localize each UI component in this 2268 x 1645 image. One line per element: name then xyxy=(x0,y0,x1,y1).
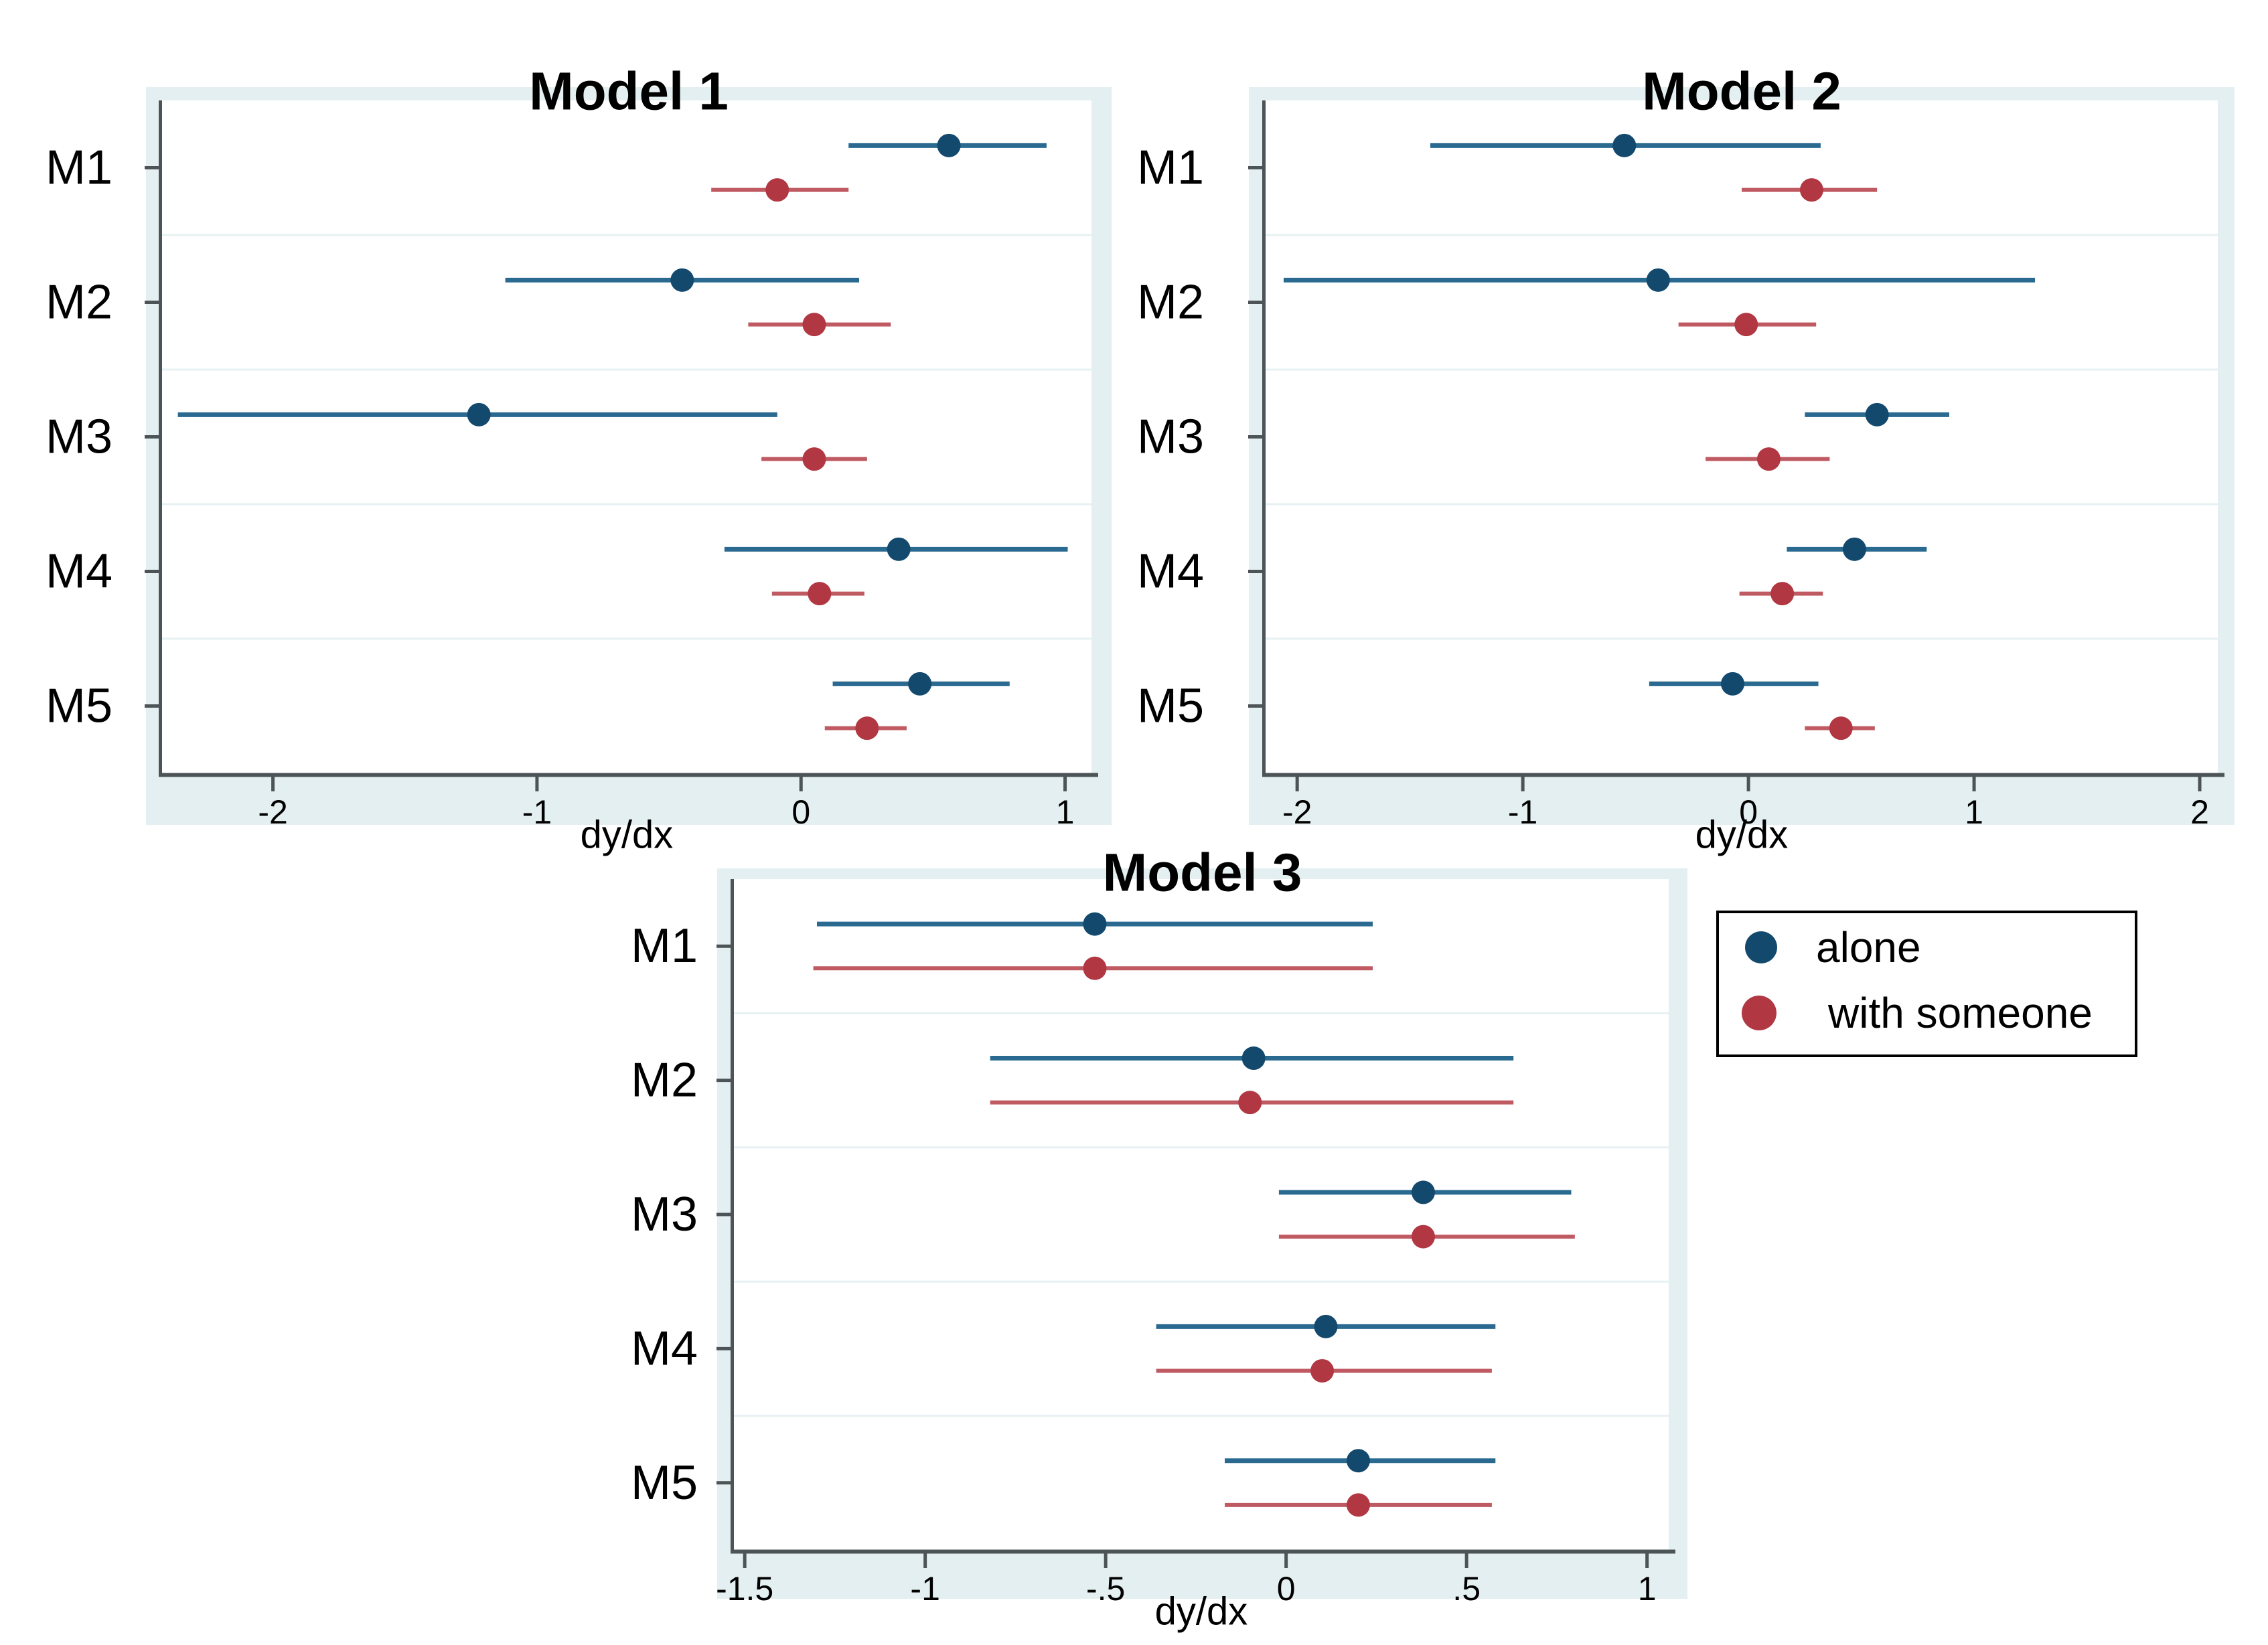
point-marker-alone xyxy=(1865,402,1889,426)
category-label: M4 xyxy=(46,545,112,599)
plot-area xyxy=(734,879,1669,1550)
panel-title: Model 3 xyxy=(1103,843,1302,903)
point-marker-alone xyxy=(887,537,911,561)
x-tick-label: -1 xyxy=(1508,793,1537,831)
point-marker-with-someone xyxy=(1799,178,1823,202)
legend: alone with someone xyxy=(1716,911,2137,1057)
x-axis-title: dy/dx xyxy=(1155,1590,1248,1634)
point-marker-alone xyxy=(1612,133,1637,157)
category-label: M1 xyxy=(1137,141,1204,195)
point-marker-with-someone xyxy=(1829,716,1853,740)
point-marker-with-someone xyxy=(1411,1225,1435,1249)
point-marker-with-someone xyxy=(1310,1358,1335,1383)
category-label: M5 xyxy=(631,1456,698,1510)
point-marker-with-someone xyxy=(765,178,789,202)
legend-marker-with-someone-icon xyxy=(1742,996,1776,1030)
x-tick-label: -.5 xyxy=(1086,1570,1125,1608)
point-marker-alone xyxy=(1842,537,1866,561)
category-label: M3 xyxy=(1137,410,1204,464)
point-marker-with-someone xyxy=(855,716,879,740)
point-marker-with-someone xyxy=(1238,1091,1262,1115)
point-marker-alone xyxy=(1314,1314,1338,1338)
plot-area xyxy=(1266,100,2218,773)
panel-model-2: M1 M2 M3 M4 M5 -2 -1 0 1 2 dy/dx Model 2 xyxy=(1137,62,2235,857)
x-tick-label: .5 xyxy=(1452,1570,1481,1608)
point-marker-with-someone xyxy=(802,313,826,337)
category-label: M5 xyxy=(1137,680,1204,733)
x-tick-label: -2 xyxy=(1282,793,1312,831)
category-label: M2 xyxy=(631,1054,698,1107)
category-label: M2 xyxy=(1137,276,1204,329)
x-tick-label: 0 xyxy=(791,793,810,831)
x-tick-label: -1 xyxy=(910,1570,939,1608)
point-marker-alone xyxy=(1083,912,1107,936)
category-label: M1 xyxy=(46,141,112,195)
x-tick-label: -1 xyxy=(522,793,552,831)
panel-model-1: M1 M2 M3 M4 M5 -2 -1 0 1 dy/dx Model 1 xyxy=(46,62,1112,857)
legend-label-with-someone: with someone xyxy=(1827,989,2093,1037)
category-label: M2 xyxy=(46,276,112,329)
category-label: M1 xyxy=(631,919,698,973)
point-marker-alone xyxy=(1346,1449,1370,1473)
point-marker-alone xyxy=(1241,1046,1266,1071)
x-tick-label: -1.5 xyxy=(716,1570,773,1608)
x-axis-title: dy/dx xyxy=(1695,813,1789,857)
category-label: M4 xyxy=(631,1322,698,1375)
point-marker-alone xyxy=(908,672,932,696)
category-label: M3 xyxy=(46,410,112,464)
point-marker-with-someone xyxy=(808,582,832,606)
point-marker-alone xyxy=(1721,672,1745,696)
x-tick-label: 0 xyxy=(1739,793,1758,831)
category-label: M3 xyxy=(631,1188,698,1241)
legend-label-alone: alone xyxy=(1816,923,1921,971)
x-tick-label: 0 xyxy=(1277,1570,1296,1608)
legend-marker-alone-icon xyxy=(1745,931,1777,963)
x-tick-label: -2 xyxy=(258,793,287,831)
point-marker-alone xyxy=(937,133,961,157)
point-marker-alone xyxy=(467,402,491,426)
x-axis-title: dy/dx xyxy=(581,813,674,857)
point-marker-with-someone xyxy=(1734,313,1758,337)
category-label: M4 xyxy=(1137,545,1204,599)
panel-title: Model 2 xyxy=(1642,62,1841,121)
legend-box xyxy=(1716,911,2137,1057)
point-marker-with-someone xyxy=(802,447,826,471)
point-marker-alone xyxy=(1411,1180,1435,1204)
plot-area xyxy=(162,100,1091,773)
point-marker-with-someone xyxy=(1346,1493,1370,1517)
x-tick-label: 2 xyxy=(2190,793,2209,831)
point-marker-with-someone xyxy=(1770,582,1795,606)
point-marker-with-someone xyxy=(1756,447,1781,471)
x-tick-label: 1 xyxy=(1056,793,1075,831)
panel-model-3: M1 M2 M3 M4 M5 -1.5 -1 -.5 0 .5 1 dy/dx Model 3 xyxy=(631,843,1687,1634)
x-tick-label: 1 xyxy=(1638,1570,1657,1608)
point-marker-with-someone xyxy=(1083,956,1107,980)
x-tick-label: 1 xyxy=(1965,793,1983,831)
point-marker-alone xyxy=(670,268,694,292)
category-label: M5 xyxy=(46,680,112,733)
panel-title: Model 1 xyxy=(529,62,729,121)
point-marker-alone xyxy=(1646,268,1670,292)
